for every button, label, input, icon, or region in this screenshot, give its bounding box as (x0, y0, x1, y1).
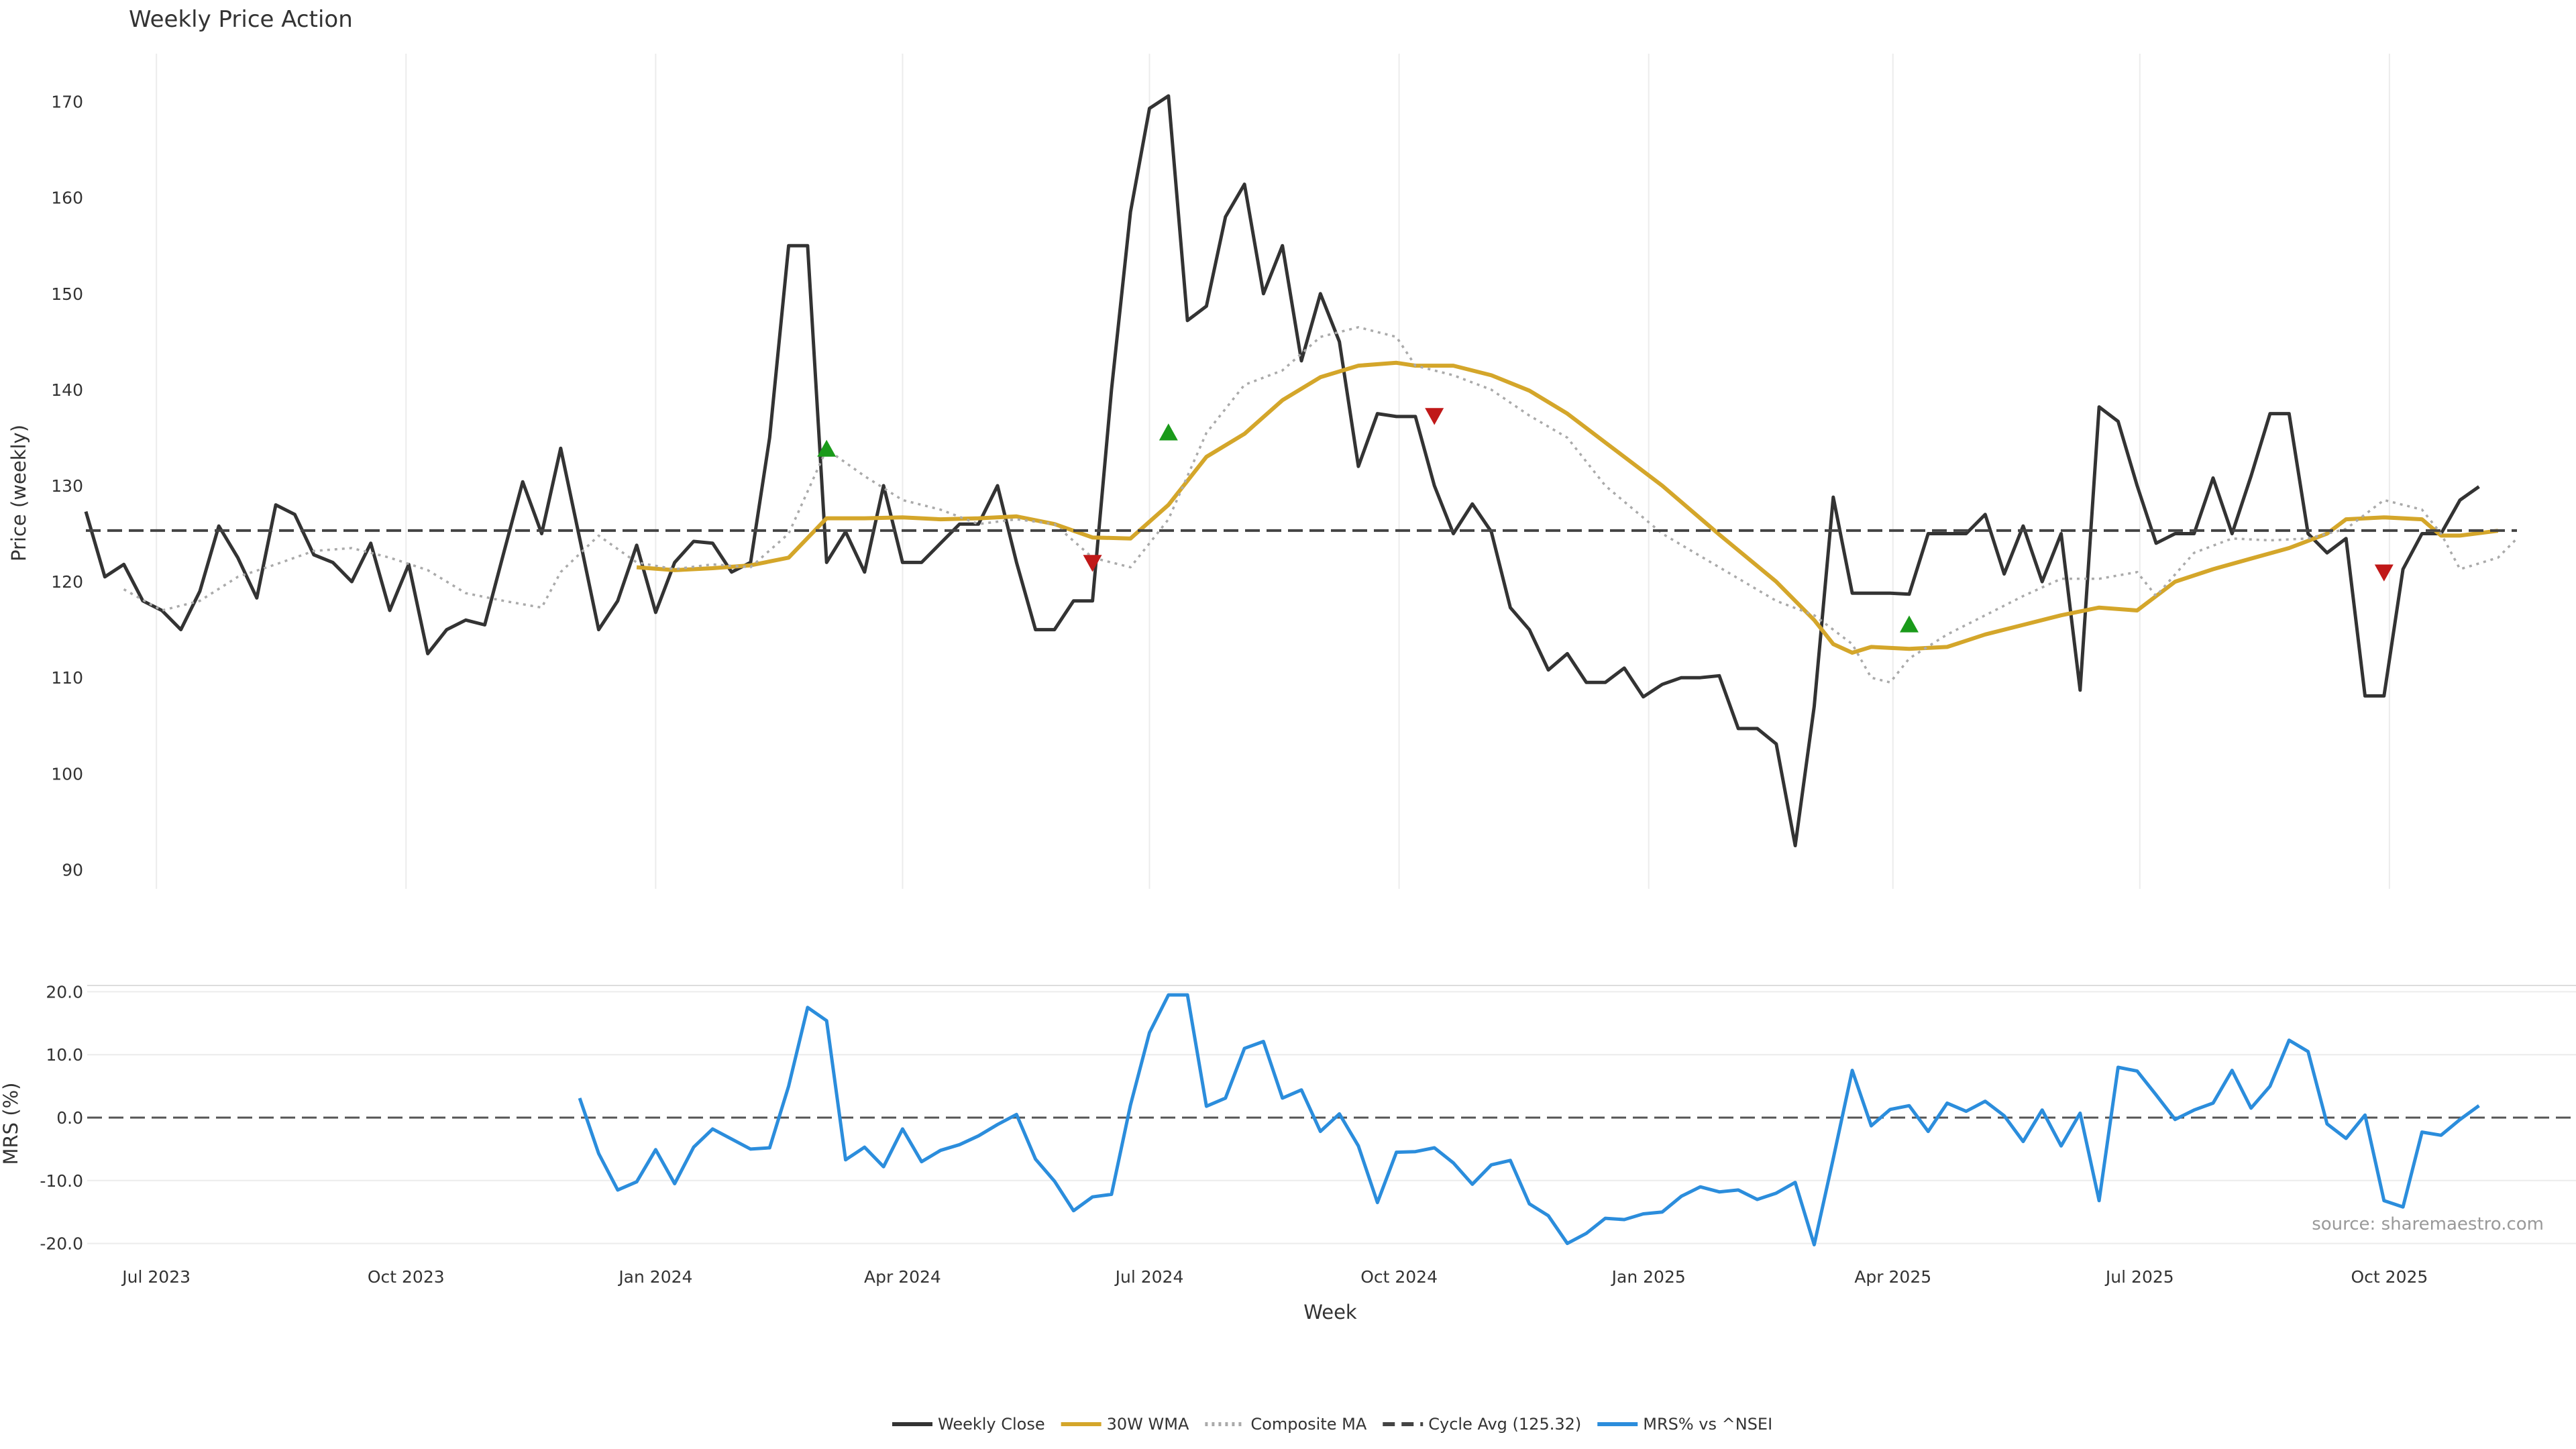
buy-signal-marker (817, 439, 837, 457)
price-y-axis: 90 100 110 120 130 140 150 160 170 (51, 93, 83, 880)
series-30w-wma (636, 360, 2499, 655)
price-y-tick-label: 100 (51, 764, 83, 784)
price-y-tick-label: 110 (51, 668, 83, 688)
mrs-panel: -20.0 -10.0 0.0 10.0 20.0 MRS (%) source: sh… (0, 982, 2576, 1254)
series-composite-ma (123, 326, 2518, 684)
mrs-y-tick-label: -10.0 (40, 1171, 83, 1191)
legend-label: Cycle Avg (125.32) (1428, 1415, 1581, 1434)
x-tick-label: Jul 2023 (121, 1267, 191, 1287)
x-tick-label: Jan 2025 (1611, 1267, 1686, 1287)
x-tick-label: Apr 2024 (864, 1267, 941, 1287)
legend: Weekly Close 30W WMA Composite MA Cycle Avg… (892, 1415, 1772, 1434)
mrs-y-axis-label: MRS (%) (0, 1083, 22, 1165)
x-tick-label: Oct 2025 (2351, 1267, 2428, 1287)
signal-markers (817, 408, 2394, 633)
buy-signal-marker (1900, 615, 1919, 633)
sell-signal-marker (1425, 408, 1444, 425)
price-y-tick-label: 140 (51, 380, 83, 400)
mrs-y-tick-label: 0.0 (56, 1108, 83, 1128)
series-mrs-vs-nsei (578, 993, 2480, 1246)
sell-signal-marker (2374, 564, 2394, 582)
price-grid (156, 54, 2390, 889)
mrs-y-axis: -20.0 -10.0 0.0 10.0 20.0 (40, 982, 83, 1253)
mrs-grid (87, 991, 2576, 1244)
x-tick-label: Oct 2023 (368, 1267, 445, 1287)
price-y-tick-label: 160 (51, 189, 83, 208)
price-y-tick-label: 170 (51, 93, 83, 112)
x-tick-label: Jul 2025 (2104, 1267, 2174, 1287)
x-axis: Jul 2023 Oct 2023 Jan 2024 Apr 2024 Jul 2024… (121, 1267, 2428, 1287)
x-tick-label: Jan 2024 (617, 1267, 692, 1287)
price-y-tick-label: 120 (51, 572, 83, 592)
price-panel: 90 100 110 120 130 140 150 160 170 Price (weekly… (7, 54, 2518, 889)
legend-label: Weekly Close (938, 1415, 1045, 1434)
mrs-y-tick-label: -20.0 (40, 1234, 83, 1254)
series-weekly-close (84, 94, 2480, 848)
price-y-tick-label: 90 (62, 860, 83, 879)
x-tick-label: Jul 2024 (1114, 1267, 1184, 1287)
sell-signal-marker (1083, 555, 1102, 572)
buy-signal-marker (1159, 423, 1178, 441)
legend-label: 30W WMA (1107, 1415, 1189, 1434)
mrs-y-tick-label: 10.0 (46, 1045, 83, 1065)
x-tick-label: Apr 2025 (1854, 1267, 1931, 1287)
x-axis-label: Week (1303, 1301, 1357, 1324)
source-note: source: sharemaestro.com (2312, 1214, 2544, 1234)
price-y-tick-label: 150 (51, 284, 83, 304)
mrs-series (578, 993, 2480, 1246)
legend-label: Composite MA (1250, 1415, 1366, 1434)
price-series (84, 94, 2518, 848)
mrs-y-tick-label: 20.0 (46, 982, 83, 1002)
price-y-axis-label: Price (weekly) (7, 425, 30, 561)
price-y-tick-label: 130 (51, 476, 83, 496)
x-tick-label: Oct 2024 (1360, 1267, 1438, 1287)
chart-title: Weekly Price Action (129, 6, 353, 33)
legend-label: MRS% vs ^NSEI (1643, 1415, 1772, 1434)
